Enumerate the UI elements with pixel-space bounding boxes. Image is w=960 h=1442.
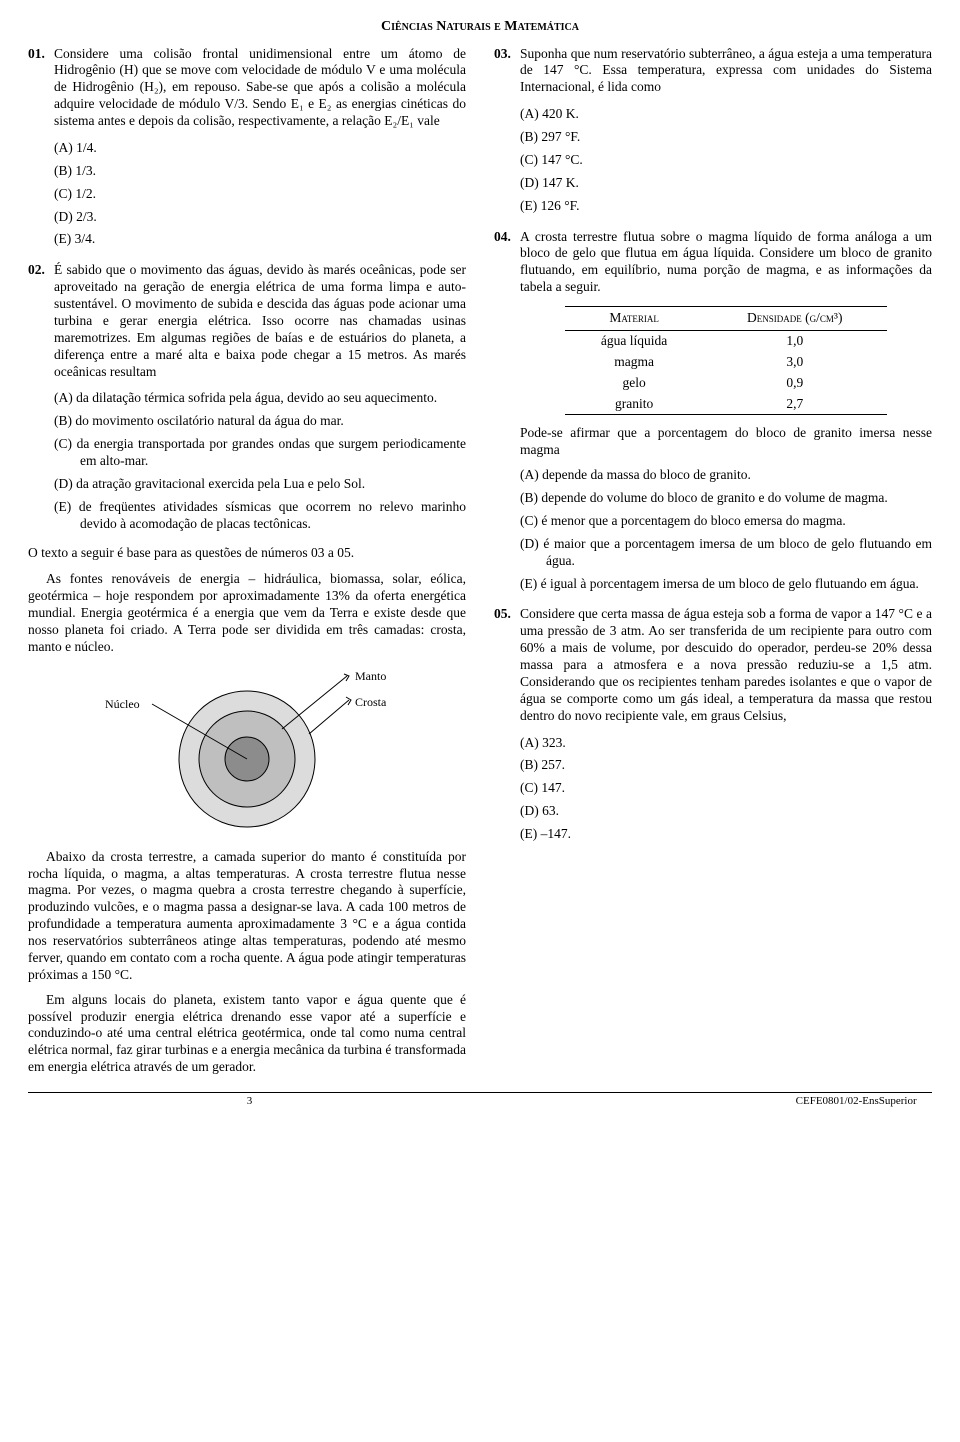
question-02-text: É sabido que o movimento das águas, devi…: [54, 262, 466, 380]
page-number: 3: [28, 1095, 471, 1109]
question-01-number: 01.: [28, 46, 54, 63]
diagram-label-manto: Manto: [355, 669, 386, 684]
q04-option-d: (D) é maior que a porcentagem imersa de …: [520, 536, 932, 570]
density-table-wrapper: Material Densidade (g/cm³) água líquida …: [520, 306, 932, 415]
question-04-number: 04.: [494, 229, 520, 246]
question-04-text: A crosta terrestre flutua sobre o magma …: [520, 229, 932, 297]
question-04: 04. A crosta terrestre flutua sobre o ma…: [494, 229, 932, 297]
q04-option-e: (E) é igual à porcentagem imersa de um b…: [520, 576, 932, 593]
question-03: 03. Suponha que num reservatório subterr…: [494, 46, 932, 97]
question-05-number: 05.: [494, 606, 520, 623]
exam-content: 01. Considere uma colisão frontal unidim…: [28, 46, 932, 1085]
q01-option-b: (B) 1/3.: [54, 163, 466, 180]
q04-option-b: (B) depende do volume do bloco de granit…: [520, 490, 932, 507]
q05-option-c: (C) 147.: [520, 780, 932, 797]
q05-option-d: (D) 63.: [520, 803, 932, 820]
q03-option-a: (A) 420 K.: [520, 106, 932, 123]
q01-option-c: (C) 1/2.: [54, 186, 466, 203]
q05-option-e: (E) –147.: [520, 826, 932, 843]
question-04-post: Pode-se afirmar que a porcentagem do blo…: [520, 425, 932, 459]
q04-option-c: (C) é menor que a porcentagem do bloco e…: [520, 513, 932, 530]
density-table: Material Densidade (g/cm³) água líquida …: [565, 306, 886, 415]
q03-option-e: (E) 126 °F.: [520, 198, 932, 215]
question-01: 01. Considere uma colisão frontal unidim…: [28, 46, 466, 130]
diagram-label-crosta: Crosta: [355, 695, 386, 710]
table-row: magma 3,0: [565, 352, 886, 373]
q03-option-d: (D) 147 K.: [520, 175, 932, 192]
passage-p2: Abaixo da crosta terrestre, a camada sup…: [28, 849, 466, 984]
q03-option-c: (C) 147 °C.: [520, 152, 932, 169]
page-footer: 3 CEFE0801/02-EnsSuperior: [28, 1092, 932, 1109]
doc-code: CEFE0801/02-EnsSuperior: [474, 1095, 917, 1109]
q02-option-a: (A) da dilatação térmica sofrida pela ág…: [54, 390, 466, 407]
density-header-material: Material: [565, 307, 703, 331]
q02-option-d: (D) da atração gravitacional exercida pe…: [54, 476, 466, 493]
question-01-text: Considere uma colisão frontal unidimensi…: [54, 46, 466, 130]
q01-option-a: (A) 1/4.: [54, 140, 466, 157]
q05-option-a: (A) 323.: [520, 735, 932, 752]
density-header-value: Densidade (g/cm³): [703, 307, 887, 331]
question-02: 02. É sabido que o movimento das águas, …: [28, 262, 466, 380]
q02-option-b: (B) do movimento oscilatório natural da …: [54, 413, 466, 430]
question-03-number: 03.: [494, 46, 520, 63]
passage-p3: Em alguns locais do planeta, existem tan…: [28, 992, 466, 1076]
passage-notice: O texto a seguir é base para as questões…: [28, 545, 466, 562]
diagram-label-nucleo: Núcleo: [105, 697, 140, 712]
table-row: água líquida 1,0: [565, 330, 886, 351]
q03-option-b: (B) 297 °F.: [520, 129, 932, 146]
section-title: Ciências Naturais e Matemática: [28, 18, 932, 36]
q04-option-a: (A) depende da massa do bloco de granito…: [520, 467, 932, 484]
passage-p1: As fontes renováveis de energia – hidráu…: [28, 571, 466, 655]
q02-option-c: (C) da energia transportada por grandes …: [54, 436, 466, 470]
question-02-number: 02.: [28, 262, 54, 279]
table-row: gelo 0,9: [565, 373, 886, 394]
q05-option-b: (B) 257.: [520, 757, 932, 774]
question-05-text: Considere que certa massa de água esteja…: [520, 606, 932, 724]
question-03-text: Suponha que num reservatório subterrâneo…: [520, 46, 932, 97]
question-05: 05. Considere que certa massa de água es…: [494, 606, 932, 724]
q01-option-d: (D) 2/3.: [54, 209, 466, 226]
earth-layers-diagram: Núcleo Manto Crosta: [28, 664, 466, 839]
table-row: granito 2,7: [565, 394, 886, 415]
q01-option-e: (E) 3/4.: [54, 231, 466, 248]
q02-option-e: (E) de freqüentes atividades sísmicas qu…: [54, 499, 466, 533]
